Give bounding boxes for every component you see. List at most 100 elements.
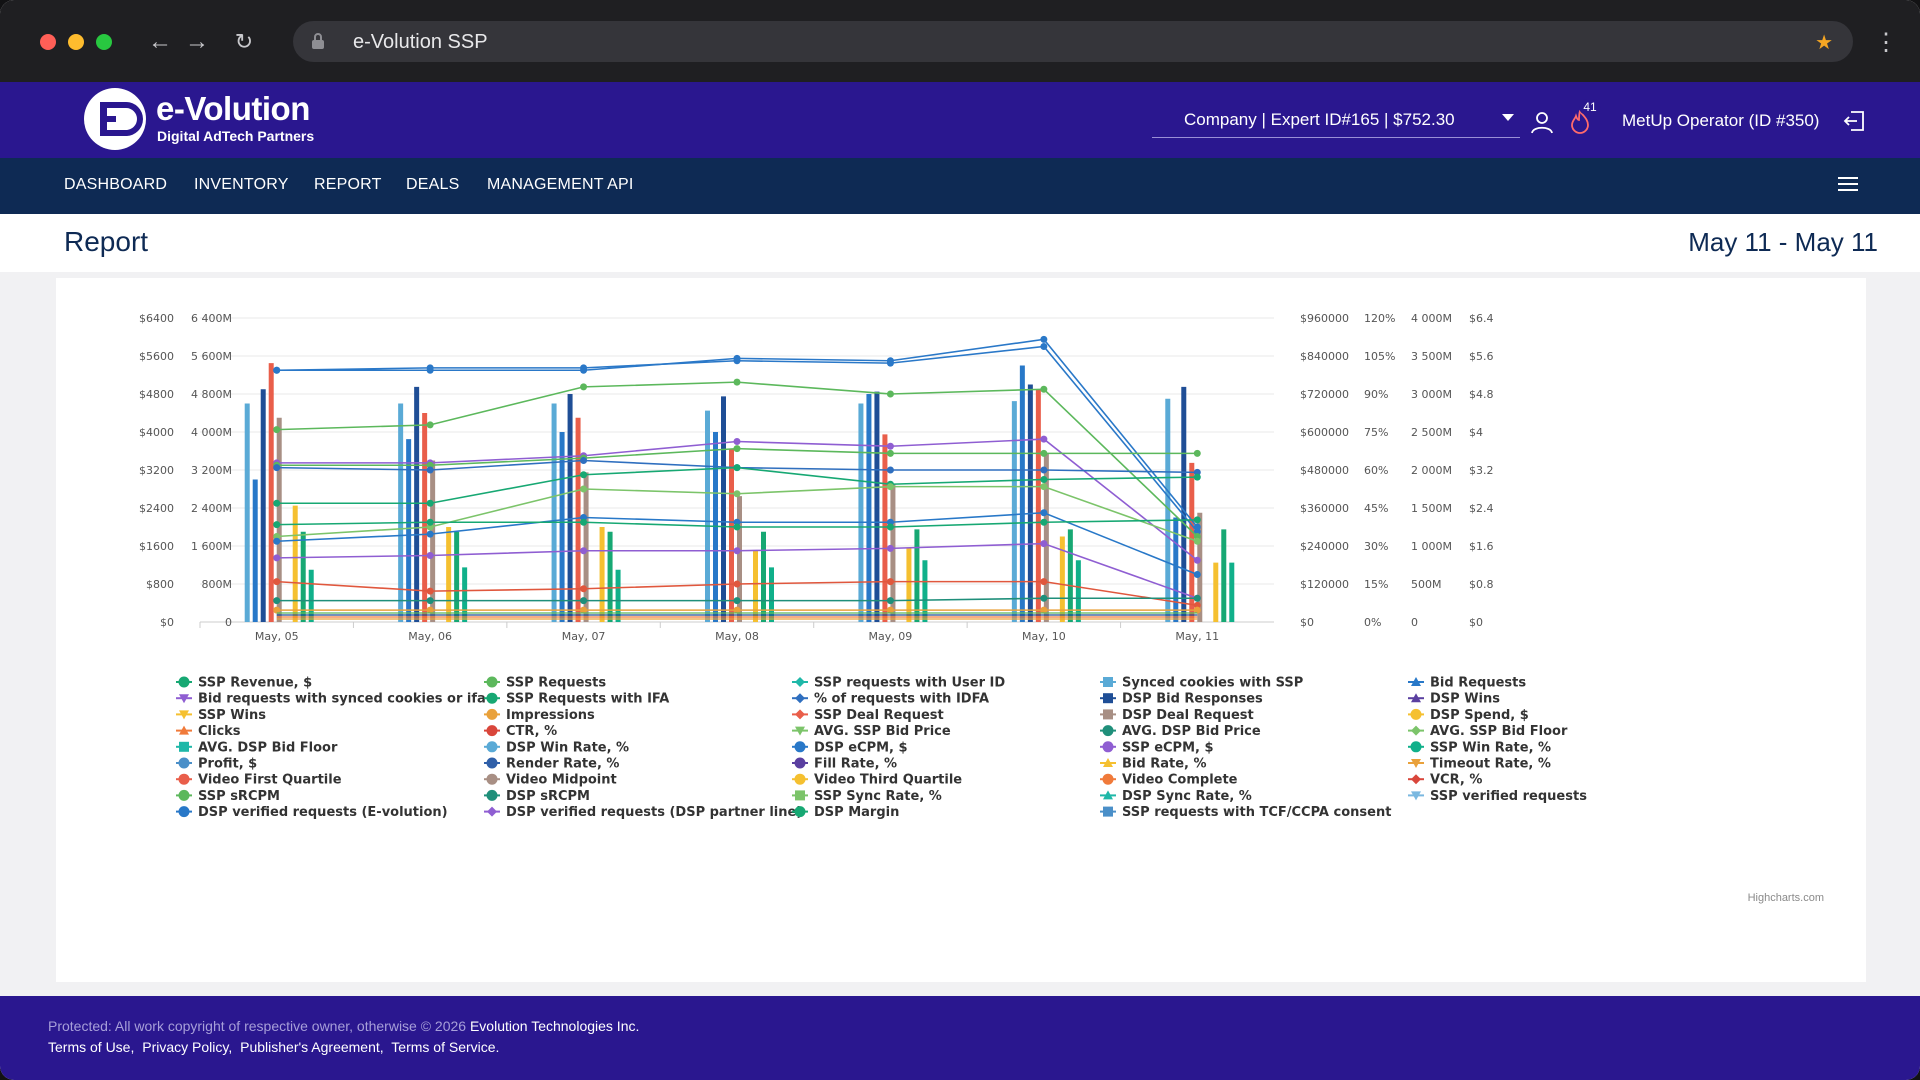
chart-point <box>886 483 894 491</box>
menu-item-report[interactable]: REPORT <box>314 176 382 193</box>
legend-item[interactable]: SSP verified requests <box>1430 789 1587 804</box>
legend-item[interactable]: SSP Sync Rate, % <box>814 789 942 804</box>
legend-item[interactable]: SSP Revenue, $ <box>198 676 312 691</box>
publishers-agreement-link[interactable]: Publisher's Agreement, <box>240 1039 384 1055</box>
logo-icon[interactable] <box>82 86 152 152</box>
chart-credits[interactable]: Highcharts.com <box>1747 892 1824 904</box>
legend-item[interactable]: SSP Requests <box>506 676 606 691</box>
more-icon[interactable]: ⋮ <box>1874 29 1898 56</box>
privacy-policy-link[interactable]: Privacy Policy, <box>142 1039 233 1055</box>
footer-links: Terms of Use, Privacy Policy, Publisher'… <box>48 1039 503 1055</box>
minimize-window-button[interactable] <box>68 34 84 50</box>
chart-bar <box>1043 453 1049 622</box>
axis-tick-label: 60% <box>1364 464 1388 477</box>
address-text: e-Volution SSP <box>353 31 488 53</box>
chart-bar <box>615 569 621 622</box>
legend-item[interactable]: DSP Margin <box>814 805 899 820</box>
chart-bar <box>551 403 557 622</box>
legend-item[interactable]: CTR, % <box>506 724 557 739</box>
bookmark-star-icon[interactable]: ★ <box>1815 32 1833 54</box>
chart-bar <box>1027 384 1033 622</box>
legend-item[interactable]: SSP requests with User ID <box>814 676 1005 691</box>
chart-point <box>733 580 741 588</box>
fire-icon[interactable] <box>1569 109 1591 135</box>
legend-item[interactable]: DSP verified requests (DSP partner line) <box>506 805 802 820</box>
legend-item[interactable]: Bid Requests <box>1430 676 1526 691</box>
legend-item[interactable]: Render Rate, % <box>506 757 619 772</box>
legend-item[interactable]: DSP Sync Rate, % <box>1122 789 1252 804</box>
terms-of-service-link[interactable]: Terms of Service. <box>391 1039 500 1055</box>
legend-item[interactable]: DSP sRCPM <box>506 789 590 804</box>
maximize-window-button[interactable] <box>96 34 112 50</box>
company-select[interactable]: Company | Expert ID#165 | $752.30 <box>1152 104 1520 138</box>
legend-item[interactable]: SSP Requests with IFA <box>506 692 669 707</box>
reload-icon[interactable]: ↻ <box>234 29 254 54</box>
legend-item[interactable]: Clicks <box>198 724 241 739</box>
page-content: Report May 11 - May 11 $6400 $5600 $4800 $4… <box>0 214 1920 996</box>
legend-marker <box>178 806 190 818</box>
legend-item[interactable]: Profit, $ <box>198 757 257 772</box>
chart-bar <box>1067 529 1073 622</box>
legend-item[interactable]: Bid Rate, % <box>1122 757 1207 772</box>
logout-icon[interactable] <box>1842 109 1866 133</box>
chart-bar <box>1181 386 1187 622</box>
legend-item[interactable]: AVG. DSP Bid Floor <box>198 740 338 755</box>
legend-item[interactable]: AVG. SSP Bid Floor <box>1430 724 1568 739</box>
x-axis-label: May, 09 <box>869 630 913 643</box>
legend-item[interactable]: Synced cookies with SSP <box>1122 676 1303 691</box>
legend-item[interactable]: AVG. SSP Bid Price <box>814 724 951 739</box>
legend-item[interactable]: DSP Bid Responses <box>1122 692 1263 707</box>
company-link[interactable]: Evolution Technologies Inc. <box>469 1018 640 1034</box>
chart-point <box>1040 385 1048 393</box>
legend-item[interactable]: Video Complete <box>1122 773 1238 788</box>
date-range[interactable]: May 11 - May 11 <box>1688 227 1878 257</box>
legend-marker <box>1102 725 1114 737</box>
legend-item[interactable]: SSP sRCPM <box>198 789 280 804</box>
legend-item[interactable]: % of requests with IDFA <box>814 692 989 707</box>
terms-of-use-link[interactable]: Terms of Use, <box>48 1039 135 1055</box>
axis-tick-label: 0 <box>1411 616 1418 629</box>
axis-tick-label: $4.8 <box>1469 388 1494 401</box>
legend-item[interactable]: Video Midpoint <box>506 773 617 788</box>
menu-item-management-api[interactable]: MANAGEMENT API <box>487 176 634 193</box>
legend-item[interactable]: Impressions <box>506 708 595 723</box>
legend-item[interactable]: DSP Wins <box>1430 692 1500 707</box>
legend-item[interactable]: Fill Rate, % <box>814 757 897 772</box>
close-window-button[interactable] <box>40 34 56 50</box>
user-icon[interactable] <box>1530 110 1554 134</box>
back-icon[interactable]: ← <box>148 28 172 55</box>
legend-item[interactable]: SSP Wins <box>198 708 266 723</box>
operator-name[interactable]: MetUp Operator (ID #350) <box>1622 111 1820 130</box>
legend-item[interactable]: SSP Deal Request <box>814 708 944 723</box>
legend-item[interactable]: Timeout Rate, % <box>1430 757 1551 772</box>
legend-marker <box>1102 773 1114 785</box>
address-bar[interactable]: e-Volution SSP ★ <box>293 21 1853 62</box>
chart-bar <box>705 410 710 622</box>
legend-marker <box>1103 758 1113 767</box>
legend-item[interactable]: SSP Win Rate, % <box>1430 740 1551 755</box>
chart-point <box>886 442 894 450</box>
legend-item[interactable]: DSP Win Rate, % <box>506 740 629 755</box>
chart-bar <box>1011 401 1017 622</box>
axis-tick-label: $360000 <box>1300 502 1349 515</box>
page-title: Report <box>64 226 149 257</box>
legend-item[interactable]: DSP Spend, $ <box>1430 708 1529 723</box>
legend-item[interactable]: Video First Quartile <box>198 773 342 788</box>
hamburger-menu-icon[interactable] <box>1838 177 1858 193</box>
menu-item-deals[interactable]: DEALS <box>406 176 460 193</box>
legend-item[interactable]: AVG. DSP Bid Price <box>1122 724 1261 739</box>
legend-item[interactable]: Bid requests with synced cookies or ifa <box>198 692 486 707</box>
chart-bar <box>737 496 742 622</box>
legend-item[interactable]: DSP Deal Request <box>1122 708 1254 723</box>
legend-item[interactable]: DSP verified requests (E-volution) <box>198 805 448 820</box>
menu-item-dashboard[interactable]: DASHBOARD <box>64 176 168 193</box>
chart-point <box>426 466 434 474</box>
legend-item[interactable]: VCR, % <box>1430 773 1482 788</box>
legend-item[interactable]: SSP eCPM, $ <box>1122 740 1214 755</box>
forward-icon[interactable]: → <box>185 28 209 55</box>
menu-item-inventory[interactable]: INVENTORY <box>194 176 289 193</box>
legend-item[interactable]: SSP requests with TCF/CCPA consent <box>1122 805 1391 820</box>
legend-item[interactable]: DSP eCPM, $ <box>814 740 908 755</box>
legend-marker <box>486 741 498 753</box>
legend-item[interactable]: Video Third Quartile <box>814 773 962 788</box>
